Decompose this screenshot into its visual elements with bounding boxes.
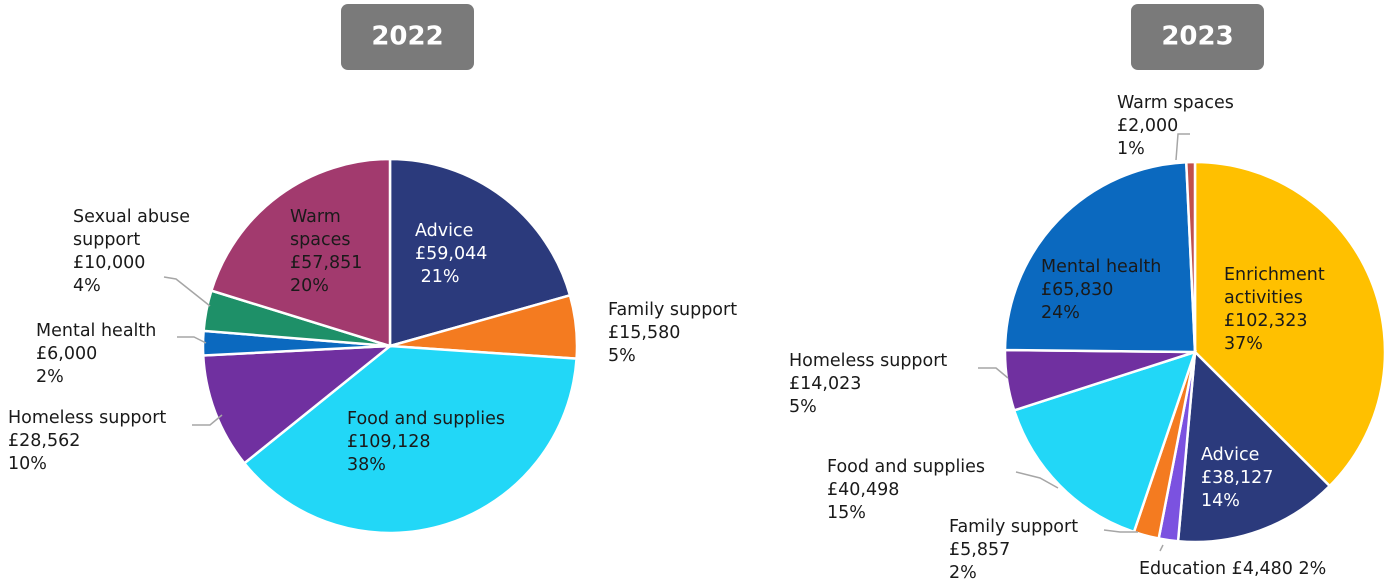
slice-label-pct: 15% xyxy=(827,503,866,523)
slice-label-amount: £28,562 xyxy=(8,431,80,451)
slice-label-amount: £109,128 xyxy=(347,432,431,452)
slice-label-name: Mental health xyxy=(36,321,156,341)
slice-label: Enrichment activities £102,323 37% xyxy=(1224,265,1325,354)
slice-label-pct: 4% xyxy=(73,276,101,296)
year-title-2022: 2022 xyxy=(371,22,443,52)
leader-line xyxy=(978,367,1009,379)
slice-label-pct: 20% xyxy=(290,276,329,296)
slice-label-pct: 38% xyxy=(347,455,386,475)
year-badge-2023: 2023 xyxy=(1131,4,1264,70)
slice-label-amount: £15,580 xyxy=(608,323,680,343)
pie-2022-labels: Advice £59,044 21% Family support £15,580 5%… xyxy=(8,207,737,475)
slice-label-name: Advice xyxy=(415,221,473,241)
slice-label-pct: 5% xyxy=(789,397,817,417)
leader-line xyxy=(1159,544,1164,552)
slice-label-pct: 2% xyxy=(949,563,977,583)
slice-label-amount: £2,000 xyxy=(1117,116,1178,136)
slice-label-pct: 14% xyxy=(1201,491,1240,511)
slice-label-amount: £5,857 xyxy=(949,540,1010,560)
slice-label-amount: £40,498 xyxy=(827,480,899,500)
slice-label: Advice £59,044 21% xyxy=(415,221,487,287)
slice-label-pct: 5% xyxy=(608,346,636,366)
slice-label-amount: £57,851 xyxy=(290,253,362,273)
pie-slice-warm-spaces xyxy=(1184,160,1197,353)
slice-label-name: Enrichment xyxy=(1224,265,1325,285)
slice-label-name: Food and supplies xyxy=(827,457,985,477)
slice-label: Sexual abuse support £10,000 4% xyxy=(73,207,190,296)
slice-label: Homeless support £14,023 5% xyxy=(789,351,947,417)
slice-label-name: Homeless support xyxy=(789,351,947,371)
pie-2022 xyxy=(201,157,579,535)
pie-slice-warm-spaces xyxy=(209,157,392,348)
slice-label: Homeless support £28,562 10% xyxy=(8,408,166,474)
chart-2023: 2023 Enrichment activities £102,323 37% Advi… xyxy=(789,4,1386,583)
slice-label-pct: 10% xyxy=(8,454,47,474)
slice-label-pct: 24% xyxy=(1041,303,1080,323)
slice-label-name: Homeless support xyxy=(8,408,166,428)
pie-slice-advice xyxy=(388,157,572,348)
slice-label-amount: £65,830 xyxy=(1041,280,1113,300)
pie-2023 xyxy=(1003,160,1386,544)
slice-label-name: spaces xyxy=(290,230,350,250)
slice-label-amount: £14,023 xyxy=(789,374,861,394)
slice-label: Food and supplies £40,498 15% xyxy=(827,457,985,523)
pie-slice-homeless-support xyxy=(201,344,394,466)
slice-label-all: Education £4,480 2% xyxy=(1139,559,1326,579)
slice-label: Food and supplies £109,128 38% xyxy=(347,409,505,475)
slice-label-name: Food and supplies xyxy=(347,409,505,429)
leader-line xyxy=(177,336,207,344)
slice-label: Warm spaces £57,851 20% xyxy=(290,207,362,296)
slice-label-amount: £38,127 xyxy=(1201,468,1273,488)
slice-label: Family support £5,857 2% xyxy=(949,517,1078,583)
slice-label: Mental health £6,000 2% xyxy=(36,321,156,387)
slice-label-name: Family support xyxy=(949,517,1078,537)
leader-line xyxy=(1015,471,1059,489)
slice-label-amount: £6,000 xyxy=(36,344,97,364)
slice-label: Warm spaces £2,000 1% xyxy=(1117,93,1234,159)
slice-label-name: Warm xyxy=(290,207,341,227)
slice-label-name: support xyxy=(73,230,140,250)
slice-label-name: Sexual abuse xyxy=(73,207,190,227)
year-badge-2022: 2022 xyxy=(341,4,474,70)
slice-label-pct: 37% xyxy=(1224,334,1263,354)
slice-label-name: Mental health xyxy=(1041,257,1161,277)
pie-slice-advice xyxy=(1176,349,1332,544)
leader-line xyxy=(192,414,223,426)
pie-slice-enrichment-activities xyxy=(1193,160,1386,488)
year-title-2023: 2023 xyxy=(1161,22,1233,52)
leader-line xyxy=(1175,133,1190,161)
pie-slice-food-and-supplies xyxy=(242,344,578,535)
slice-label-amount: £10,000 xyxy=(73,253,145,273)
slice-label-name: Advice xyxy=(1201,445,1259,465)
leader-line xyxy=(163,276,211,307)
slice-label-pct: 1% xyxy=(1117,139,1145,159)
pie-slice-mental-health xyxy=(1003,160,1197,354)
slice-label: Mental health £65,830 24% xyxy=(1041,257,1161,323)
slice-label-pct: 21% xyxy=(415,267,459,287)
slice-label: Family support £15,580 5% xyxy=(608,300,737,366)
slice-label: Education £4,480 2% xyxy=(1139,559,1326,579)
chart-2022: 2022 Advice £59,044 21% Family support £15,… xyxy=(8,4,737,535)
slice-label-amount: £59,044 xyxy=(415,244,487,264)
pie-2023-labels: Enrichment activities £102,323 37% Advice £38… xyxy=(789,93,1326,583)
slice-label-name: activities xyxy=(1224,288,1303,308)
slice-label-pct: 2% xyxy=(36,367,64,387)
slice-label-name: Warm spaces xyxy=(1117,93,1234,113)
slice-label: Advice £38,127 14% xyxy=(1201,445,1273,511)
leader-line xyxy=(1103,529,1138,533)
slice-label-amount: £102,323 xyxy=(1224,311,1308,331)
slice-label-name: Family support xyxy=(608,300,737,320)
